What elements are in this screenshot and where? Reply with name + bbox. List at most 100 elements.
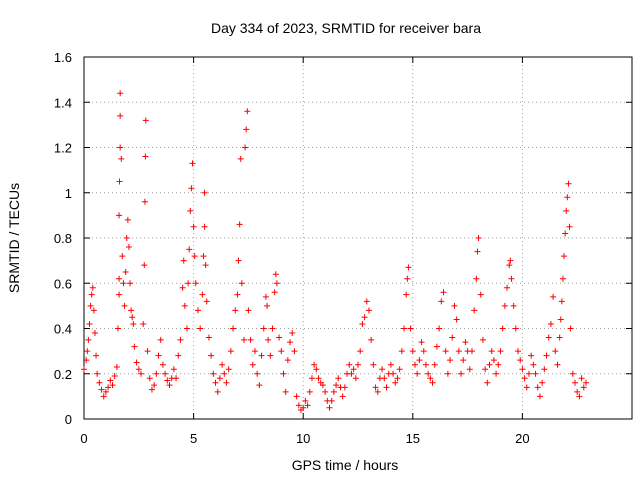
data-point xyxy=(582,379,589,386)
data-point xyxy=(339,393,346,400)
data-point xyxy=(315,375,322,382)
data-point xyxy=(418,339,425,346)
data-point xyxy=(258,352,265,359)
data-point xyxy=(552,348,559,355)
data-point xyxy=(116,275,123,282)
data-point xyxy=(333,382,340,389)
x-tick-label: 5 xyxy=(190,431,197,446)
data-point xyxy=(477,291,484,298)
data-point xyxy=(479,336,486,343)
data-point xyxy=(541,366,548,373)
data-point xyxy=(453,316,460,323)
data-point xyxy=(245,307,252,314)
y-tick-label: 0 xyxy=(65,412,72,427)
x-tick-label: 15 xyxy=(406,431,420,446)
data-point xyxy=(278,348,285,355)
data-point xyxy=(91,330,98,337)
y-axis: 0 0.2 0.4 0.6 0.8 1 1.2 1.4 1.6 xyxy=(54,50,632,427)
data-point xyxy=(392,379,399,386)
data-point xyxy=(238,280,245,287)
data-point xyxy=(142,117,149,124)
y-tick-label: 0.8 xyxy=(54,231,72,246)
data-point xyxy=(212,379,219,386)
data-point xyxy=(235,257,242,264)
data-point xyxy=(313,366,320,373)
data-point xyxy=(404,275,411,282)
data-point xyxy=(227,348,234,355)
data-point xyxy=(447,357,454,364)
x-tick-label: 0 xyxy=(80,431,87,446)
data-point xyxy=(141,198,148,205)
data-point xyxy=(304,402,311,409)
data-point xyxy=(405,264,412,271)
data-point xyxy=(539,379,546,386)
data-point xyxy=(482,366,489,373)
data-point xyxy=(90,307,97,314)
data-point xyxy=(265,336,272,343)
y-tick-label: 0.4 xyxy=(54,322,72,337)
data-point xyxy=(442,348,449,355)
data-point xyxy=(427,375,434,382)
data-point xyxy=(422,361,429,368)
data-point xyxy=(148,386,155,393)
data-point xyxy=(210,370,217,377)
data-point xyxy=(394,375,401,382)
data-point xyxy=(458,370,465,377)
data-point xyxy=(276,334,283,341)
data-point xyxy=(93,352,100,359)
data-point xyxy=(234,291,241,298)
data-point xyxy=(387,361,394,368)
data-point xyxy=(407,325,414,332)
data-point xyxy=(185,280,192,287)
data-point xyxy=(88,291,95,298)
data-point xyxy=(189,160,196,167)
data-point xyxy=(256,382,263,389)
data-point xyxy=(547,320,554,327)
data-point xyxy=(201,223,208,230)
data-point xyxy=(429,379,436,386)
data-point xyxy=(488,348,495,355)
data-point xyxy=(462,339,469,346)
data-point xyxy=(116,212,123,219)
data-point xyxy=(508,275,515,282)
data-point xyxy=(237,155,244,162)
data-point xyxy=(123,235,130,241)
data-point xyxy=(192,280,199,287)
data-point xyxy=(272,271,279,278)
data-point xyxy=(348,370,355,377)
data-point xyxy=(214,388,221,395)
data-point xyxy=(86,320,93,327)
data-point xyxy=(576,393,583,400)
data-point xyxy=(411,361,418,368)
data-point xyxy=(201,189,208,196)
data-point xyxy=(267,352,274,359)
data-point xyxy=(308,375,315,382)
data-point xyxy=(155,352,162,359)
data-point xyxy=(506,262,513,269)
data-point xyxy=(159,361,166,368)
data-point xyxy=(425,370,432,377)
data-point xyxy=(562,230,569,237)
data-point xyxy=(118,155,125,162)
data-point xyxy=(460,357,467,364)
data-point xyxy=(566,223,573,230)
data-point xyxy=(232,307,239,314)
data-point xyxy=(490,357,497,364)
data-point xyxy=(98,386,105,393)
data-point xyxy=(440,289,447,296)
data-point xyxy=(365,307,372,314)
data-point xyxy=(107,377,114,384)
data-point xyxy=(444,370,451,377)
data-point xyxy=(242,144,249,151)
data-point xyxy=(260,325,267,332)
data-point xyxy=(188,185,195,192)
y-tick-label: 1.6 xyxy=(54,50,72,65)
data-point xyxy=(131,343,138,350)
data-point xyxy=(273,280,280,287)
data-point xyxy=(216,375,223,382)
data-point xyxy=(269,325,276,332)
data-point xyxy=(162,370,169,377)
data-point xyxy=(120,280,127,287)
data-point xyxy=(322,388,329,395)
data-point xyxy=(545,334,552,341)
